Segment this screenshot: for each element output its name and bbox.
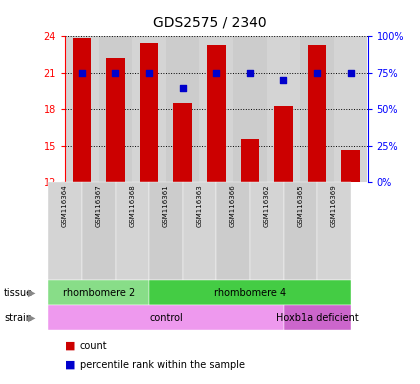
Text: ■: ■ bbox=[65, 360, 76, 370]
Bar bbox=[99, 36, 132, 182]
Text: tissue: tissue bbox=[4, 288, 33, 298]
Text: GSM116364: GSM116364 bbox=[62, 184, 68, 227]
Bar bbox=[274, 106, 293, 182]
Bar bbox=[341, 149, 360, 182]
Point bbox=[213, 70, 220, 76]
Text: GSM116361: GSM116361 bbox=[163, 184, 169, 227]
Text: control: control bbox=[149, 313, 183, 323]
Bar bbox=[241, 139, 259, 182]
Text: GSM116363: GSM116363 bbox=[197, 184, 202, 227]
Text: GSM116366: GSM116366 bbox=[230, 184, 236, 227]
Text: GSM116369: GSM116369 bbox=[331, 184, 337, 227]
Bar bbox=[267, 36, 300, 182]
Text: rhombomere 2: rhombomere 2 bbox=[63, 288, 135, 298]
Point bbox=[112, 70, 119, 76]
Text: count: count bbox=[80, 341, 108, 351]
Point bbox=[347, 70, 354, 76]
Text: ▶: ▶ bbox=[28, 313, 35, 323]
Text: Hoxb1a deficient: Hoxb1a deficient bbox=[276, 313, 359, 323]
Text: ■: ■ bbox=[65, 341, 76, 351]
Bar bbox=[308, 45, 326, 182]
Bar bbox=[65, 36, 99, 182]
Bar bbox=[140, 43, 158, 182]
Point bbox=[79, 70, 85, 76]
Bar bbox=[166, 36, 200, 182]
Text: percentile rank within the sample: percentile rank within the sample bbox=[80, 360, 245, 370]
Text: GSM116368: GSM116368 bbox=[129, 184, 135, 227]
Point bbox=[146, 70, 152, 76]
Point bbox=[314, 70, 320, 76]
Bar bbox=[173, 103, 192, 182]
Bar bbox=[132, 36, 166, 182]
Text: GSM116367: GSM116367 bbox=[96, 184, 102, 227]
Point bbox=[179, 84, 186, 91]
Bar bbox=[200, 36, 233, 182]
Bar bbox=[300, 36, 334, 182]
Bar bbox=[334, 36, 368, 182]
Bar bbox=[207, 45, 226, 182]
Bar bbox=[233, 36, 267, 182]
Bar bbox=[106, 58, 125, 182]
Point bbox=[280, 77, 287, 83]
Text: GDS2575 / 2340: GDS2575 / 2340 bbox=[153, 15, 267, 29]
Point bbox=[247, 70, 253, 76]
Text: rhombomere 4: rhombomere 4 bbox=[214, 288, 286, 298]
Text: ▶: ▶ bbox=[28, 288, 35, 298]
Bar bbox=[73, 38, 91, 182]
Text: GSM116362: GSM116362 bbox=[264, 184, 270, 227]
Text: GSM116365: GSM116365 bbox=[297, 184, 303, 227]
Text: strain: strain bbox=[4, 313, 32, 323]
